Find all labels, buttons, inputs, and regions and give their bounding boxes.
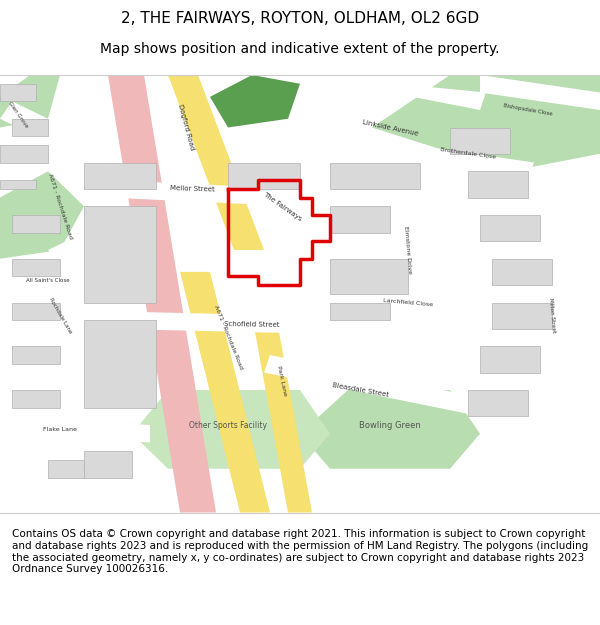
Polygon shape bbox=[12, 215, 60, 232]
Text: 2, THE FAIRWAYS, ROYTON, OLDHAM, OL2 6GD: 2, THE FAIRWAYS, ROYTON, OLDHAM, OL2 6GD bbox=[121, 11, 479, 26]
Polygon shape bbox=[480, 75, 600, 110]
Polygon shape bbox=[252, 316, 312, 512]
Polygon shape bbox=[84, 162, 156, 189]
Polygon shape bbox=[468, 390, 528, 416]
Polygon shape bbox=[0, 268, 108, 294]
Text: Park Lane: Park Lane bbox=[277, 366, 287, 397]
Polygon shape bbox=[0, 101, 102, 162]
Text: Bowling Green: Bowling Green bbox=[359, 421, 421, 429]
Polygon shape bbox=[372, 75, 600, 171]
Polygon shape bbox=[300, 390, 480, 469]
Polygon shape bbox=[492, 302, 552, 329]
Polygon shape bbox=[330, 302, 390, 320]
Polygon shape bbox=[48, 460, 84, 478]
Polygon shape bbox=[0, 75, 60, 128]
Text: Dogford Road: Dogford Road bbox=[177, 104, 195, 151]
Text: Contains OS data © Crown copyright and database right 2021. This information is : Contains OS data © Crown copyright and d… bbox=[12, 529, 588, 574]
Polygon shape bbox=[0, 416, 150, 442]
Polygon shape bbox=[480, 346, 540, 372]
Polygon shape bbox=[48, 241, 126, 316]
Polygon shape bbox=[12, 346, 60, 364]
Polygon shape bbox=[168, 75, 264, 250]
Text: A671 - Rochdale Road: A671 - Rochdale Road bbox=[47, 173, 73, 240]
Polygon shape bbox=[108, 75, 216, 512]
Polygon shape bbox=[0, 171, 84, 259]
Polygon shape bbox=[108, 180, 480, 215]
Polygon shape bbox=[492, 259, 552, 285]
Polygon shape bbox=[330, 206, 390, 232]
Text: Bishopsdale Close: Bishopsdale Close bbox=[503, 103, 553, 117]
Polygon shape bbox=[228, 162, 300, 189]
Polygon shape bbox=[330, 162, 420, 189]
Polygon shape bbox=[528, 228, 552, 425]
Polygon shape bbox=[348, 276, 474, 311]
Polygon shape bbox=[450, 127, 510, 154]
Polygon shape bbox=[12, 119, 48, 136]
Text: All Saint's Close: All Saint's Close bbox=[26, 278, 70, 283]
Polygon shape bbox=[330, 259, 408, 294]
Text: Larchfield Close: Larchfield Close bbox=[383, 298, 433, 307]
Text: Brotherdale Close: Brotherdale Close bbox=[440, 148, 496, 160]
Polygon shape bbox=[12, 302, 60, 320]
Text: A671 - Rochdale Road: A671 - Rochdale Road bbox=[213, 304, 243, 371]
Text: Map shows position and indicative extent of the property.: Map shows position and indicative extent… bbox=[100, 42, 500, 56]
Polygon shape bbox=[180, 272, 270, 512]
Text: Other Sports Facility: Other Sports Facility bbox=[189, 421, 267, 429]
Polygon shape bbox=[468, 171, 528, 198]
Polygon shape bbox=[210, 75, 300, 128]
Text: The Fairways: The Fairways bbox=[262, 191, 302, 222]
Text: Rochdale Lane: Rochdale Lane bbox=[48, 297, 72, 334]
Polygon shape bbox=[408, 145, 534, 180]
Polygon shape bbox=[12, 390, 60, 408]
Text: Linkside Avenue: Linkside Avenue bbox=[361, 119, 419, 136]
Polygon shape bbox=[84, 320, 156, 408]
Text: Glen Grove: Glen Grove bbox=[7, 101, 29, 128]
Text: Bleasdale Street: Bleasdale Street bbox=[331, 382, 389, 398]
Text: Schofield Street: Schofield Street bbox=[224, 321, 280, 328]
Text: Elmstone Drive: Elmstone Drive bbox=[403, 226, 413, 274]
Polygon shape bbox=[84, 451, 132, 478]
Text: Mellor Street: Mellor Street bbox=[170, 185, 214, 192]
Polygon shape bbox=[12, 259, 60, 276]
Polygon shape bbox=[0, 180, 36, 189]
Polygon shape bbox=[0, 145, 48, 162]
Polygon shape bbox=[264, 355, 486, 416]
Polygon shape bbox=[300, 75, 486, 110]
Polygon shape bbox=[0, 84, 36, 101]
Text: Flake Lane: Flake Lane bbox=[43, 427, 77, 432]
Polygon shape bbox=[132, 390, 330, 469]
Text: Milton Street: Milton Street bbox=[548, 298, 556, 333]
Polygon shape bbox=[108, 311, 480, 338]
Polygon shape bbox=[84, 206, 156, 302]
Polygon shape bbox=[480, 215, 540, 241]
